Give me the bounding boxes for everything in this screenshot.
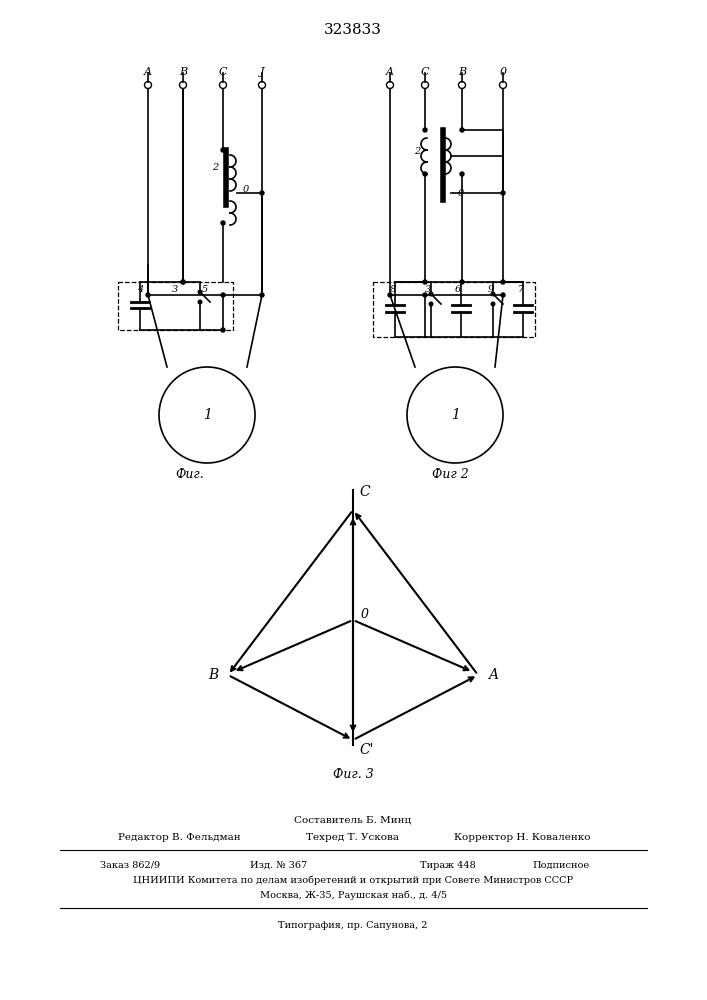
Text: 3: 3 [172, 286, 178, 294]
Circle shape [423, 172, 427, 176]
Circle shape [423, 128, 427, 132]
Circle shape [429, 302, 433, 306]
Text: Составитель Б. Минц: Составитель Б. Минц [294, 816, 411, 824]
Circle shape [429, 292, 433, 296]
Text: C: C [218, 67, 227, 77]
Text: C: C [359, 485, 370, 499]
Circle shape [423, 293, 427, 297]
Text: 8: 8 [390, 286, 396, 294]
Text: Редактор В. Фельдман: Редактор В. Фельдман [118, 834, 240, 842]
Circle shape [221, 293, 225, 297]
Text: 6: 6 [455, 286, 461, 294]
Circle shape [198, 290, 201, 294]
Text: 3: 3 [425, 286, 431, 294]
Circle shape [221, 148, 225, 152]
Circle shape [501, 191, 505, 195]
Text: B: B [208, 668, 218, 682]
Circle shape [460, 280, 464, 284]
Text: C: C [421, 67, 429, 77]
Bar [373, 282, 535, 337]
Text: 1: 1 [450, 408, 460, 422]
Text: Техред Т. Ускова: Техред Т. Ускова [307, 834, 399, 842]
Circle shape [501, 280, 505, 284]
Circle shape [181, 280, 185, 284]
Circle shape [260, 191, 264, 195]
Text: J: J [259, 67, 264, 77]
Text: Изд. № 367: Изд. № 367 [250, 860, 308, 869]
Circle shape [146, 293, 150, 297]
Text: B: B [179, 67, 187, 77]
Circle shape [260, 293, 264, 297]
Text: 9: 9 [488, 286, 494, 294]
Circle shape [221, 328, 225, 332]
Text: 0: 0 [499, 67, 506, 77]
Text: 5: 5 [202, 286, 208, 294]
Bar [118, 282, 233, 330]
Circle shape [423, 280, 427, 284]
Text: Фиг 2: Фиг 2 [432, 468, 468, 482]
Text: 4: 4 [137, 286, 143, 294]
Circle shape [181, 280, 185, 284]
Circle shape [221, 221, 225, 225]
Text: ЦНИИПИ Комитета по делам изобретений и открытий при Совете Министров СССР: ЦНИИПИ Комитета по делам изобретений и о… [133, 875, 573, 885]
Circle shape [460, 128, 464, 132]
Text: Подписное: Подписное [533, 860, 590, 869]
Text: 323833: 323833 [324, 23, 382, 37]
Circle shape [460, 172, 464, 176]
Text: B: B [458, 67, 466, 77]
Text: Фиг. 3: Фиг. 3 [332, 768, 373, 782]
Circle shape [388, 293, 392, 297]
Text: 0: 0 [458, 188, 464, 198]
Text: 2: 2 [212, 163, 218, 172]
Circle shape [198, 300, 201, 304]
Text: Москва, Ж-35, Раушская наб., д. 4/5: Москва, Ж-35, Раушская наб., д. 4/5 [259, 890, 447, 900]
Circle shape [491, 292, 495, 296]
Text: C': C' [359, 743, 373, 757]
Text: A: A [488, 668, 498, 682]
Text: A: A [144, 67, 152, 77]
Text: Типография, пр. Сапунова, 2: Типография, пр. Сапунова, 2 [279, 920, 428, 930]
Text: Тираж 448: Тираж 448 [420, 860, 476, 869]
Text: Фиг.: Фиг. [175, 468, 204, 482]
Circle shape [491, 302, 495, 306]
Text: Корректор Н. Коваленко: Корректор Н. Коваленко [453, 834, 590, 842]
Text: A: A [386, 67, 394, 77]
Text: 7: 7 [518, 286, 524, 294]
Circle shape [501, 293, 505, 297]
Text: 1: 1 [203, 408, 211, 422]
Text: 0: 0 [243, 186, 250, 194]
Text: Заказ 862/9: Заказ 862/9 [100, 860, 160, 869]
Text: 0: 0 [361, 608, 369, 621]
Text: 2: 2 [414, 147, 420, 156]
